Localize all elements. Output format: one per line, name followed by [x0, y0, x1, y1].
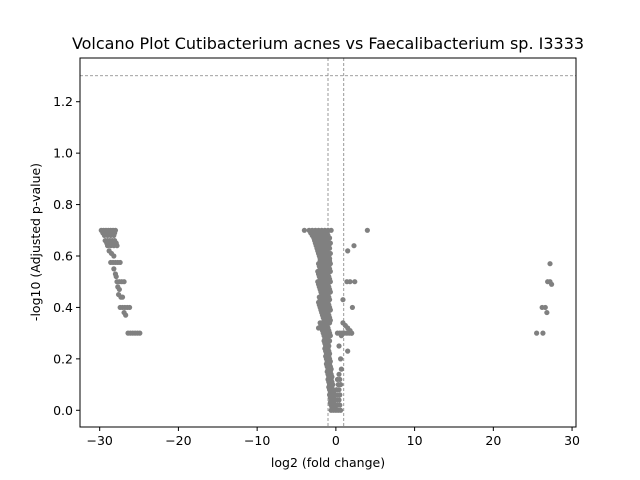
y-tick-label: 0.4 [53, 300, 73, 315]
data-point [542, 304, 548, 311]
data-point [116, 286, 122, 293]
data-point [114, 243, 120, 249]
data-point [352, 279, 358, 285]
plot-frame [79, 57, 577, 428]
data-point [111, 253, 117, 259]
y-tick-label: 0.6 [53, 249, 73, 264]
data-point [349, 330, 355, 336]
data-point [119, 294, 126, 300]
data-point [127, 304, 133, 311]
data-point [544, 309, 550, 316]
x-tick-label: −10 [244, 433, 270, 448]
y-tick-label: 1.2 [53, 94, 73, 109]
data-point [111, 232, 117, 239]
data-point [340, 297, 346, 303]
data-point [364, 227, 370, 233]
data-point [337, 392, 343, 398]
x-tick-label: 0 [332, 433, 340, 448]
y-tick-label: 0.0 [53, 403, 73, 418]
data-point [547, 261, 553, 267]
y-tick-label: 0.2 [53, 351, 73, 366]
data-point [336, 397, 342, 403]
data-point [123, 312, 129, 318]
data-point [345, 348, 351, 354]
x-axis-label: log2 (fold change) [271, 455, 385, 470]
x-tick-label: −30 [86, 433, 112, 448]
data-point [301, 227, 307, 233]
data-point [137, 330, 143, 336]
y-tick-label: 0.8 [53, 197, 73, 212]
y-tick-label: 1.0 [53, 146, 73, 161]
data-point [347, 279, 353, 285]
x-tick-label: 20 [485, 433, 501, 448]
data-point [336, 387, 342, 393]
data-point [548, 281, 555, 287]
data-point [117, 259, 123, 266]
data-point [121, 279, 127, 285]
data-point [338, 356, 344, 362]
chart-title: Volcano Plot Cutibacterium acnes vs Faec… [72, 34, 584, 53]
data-point [351, 243, 357, 249]
x-tick-label: 30 [564, 433, 580, 448]
data-point [113, 273, 119, 280]
data-point [338, 366, 344, 372]
y-axis-ticks: 0.0 0.2 0.4 0.6 0.8 1.0 1.2 [53, 94, 80, 418]
data-point [337, 376, 343, 383]
x-axis-ticks: −30 −20 −10 0 10 20 30 [86, 427, 580, 448]
data-point [534, 330, 540, 336]
data-point [345, 248, 351, 254]
x-tick-label: −20 [165, 433, 191, 448]
data-point [338, 381, 344, 388]
data-point [328, 227, 334, 233]
x-tick-label: 10 [407, 433, 423, 448]
y-axis-label: -log10 (Adjusted p-value) [28, 163, 43, 321]
data-point [540, 330, 546, 336]
data-point [111, 266, 117, 272]
data-point [338, 407, 344, 413]
data-point [336, 343, 342, 349]
data-point [336, 371, 342, 377]
data-points [98, 227, 555, 413]
data-point [349, 304, 356, 311]
data-point [337, 402, 343, 408]
